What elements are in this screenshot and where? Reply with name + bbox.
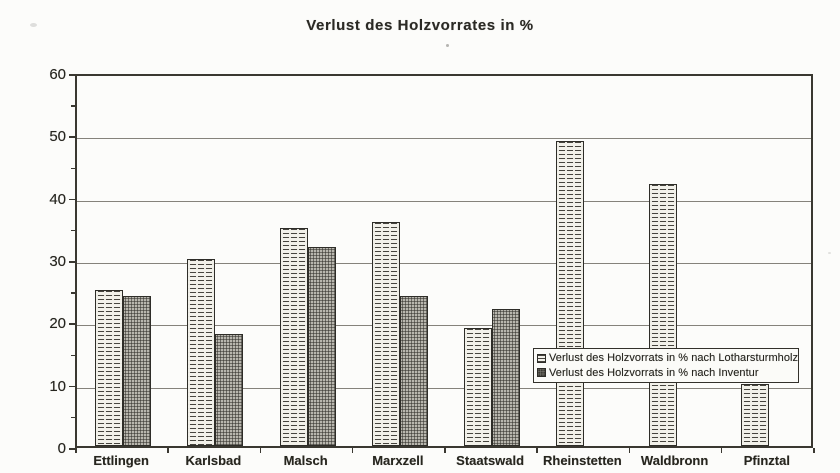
y-major-tick [69, 198, 75, 201]
y-tick-label-60: 60 [49, 66, 66, 83]
y-major-tick [69, 136, 75, 138]
gridline-20 [77, 325, 811, 327]
bar-marxzell-series0 [371, 221, 400, 446]
bar-pfinztal-series0 [740, 383, 769, 446]
y-minor-tick [71, 416, 75, 419]
bar-ettlingen-series0 [95, 290, 124, 446]
bar-karlsbad-series1 [215, 333, 244, 446]
y-major-tick [69, 261, 75, 263]
y-major-tick [69, 385, 75, 388]
y-tick-label-30: 30 [49, 253, 66, 270]
gridline-40 [77, 200, 811, 202]
x-tick-label-ettlingen: Ettlingen [93, 453, 149, 468]
y-major-tick [69, 74, 75, 76]
scan-speck [446, 44, 449, 47]
bar-karlsbad-series0 [187, 259, 216, 446]
y-minor-tick [71, 229, 75, 232]
x-tick-label-staatswald: Staatswald [456, 453, 525, 468]
x-tick-label-waldbronn: Waldbronn [640, 453, 709, 468]
legend: Verlust des Holzvorrats in % nach Lothar… [533, 348, 799, 383]
y-tick-label-20: 20 [49, 315, 66, 333]
y-minor-tick [71, 105, 75, 107]
bar-marxzell-series1 [399, 296, 428, 446]
x-boundary-tick [813, 448, 815, 453]
x-boundary-tick [720, 448, 723, 453]
bar-staatswald-series1 [492, 308, 521, 446]
bar-rheinstetten-series0 [556, 140, 585, 446]
x-tick-label-karlsbad: Karlsbad [185, 453, 242, 468]
x-boundary-tick [259, 448, 261, 453]
x-tick-label-rheinstetten: Rheinstetten [543, 453, 622, 468]
y-major-tick [69, 323, 75, 325]
x-boundary-tick [628, 448, 630, 453]
gridline-50 [77, 138, 811, 140]
y-tick-label-10: 10 [49, 377, 66, 395]
legend-item-lotharsturmholz: Verlust des Holzvorrats in % nach Lothar… [537, 351, 799, 365]
bar-malsch-series0 [279, 227, 308, 446]
x-tick-label-malsch: Malsch [283, 453, 328, 468]
y-tick-label-0: 0 [57, 440, 66, 457]
x-boundary-tick [167, 448, 169, 453]
legend-label-inventur: Verlust des Holzvorrats in % nach Invent… [549, 366, 759, 379]
x-boundary-tick [536, 448, 538, 453]
x-boundary-tick [75, 448, 77, 453]
x-boundary-tick [351, 448, 354, 453]
legend-swatch-lotharsturmholz-icon [537, 353, 546, 363]
x-tick-label-pfinztal: Pfinztal [743, 453, 790, 468]
chart-title: Verlust des Holzvorrates in % [306, 17, 534, 34]
bar-staatswald-series0 [464, 327, 493, 446]
scan-speck [30, 23, 37, 27]
y-minor-tick [71, 292, 75, 294]
legend-label-lotharsturmholz: Verlust des Holzvorrats in % nach Lothar… [549, 352, 799, 365]
y-major-tick [69, 448, 75, 450]
legend-swatch-inventur-icon [537, 368, 546, 378]
gridline-10 [77, 387, 811, 389]
plot-area [75, 74, 813, 448]
scan-speck [828, 252, 831, 254]
bar-malsch-series1 [307, 246, 336, 446]
y-tick-label-50: 50 [49, 128, 66, 146]
y-minor-tick [71, 354, 75, 356]
y-minor-tick [71, 167, 75, 169]
y-tick-label-40: 40 [49, 190, 66, 208]
x-tick-label-marxzell: Marxzell [372, 453, 424, 468]
bar-ettlingen-series1 [123, 296, 152, 446]
bar-waldbronn-series0 [648, 184, 677, 446]
x-boundary-tick [444, 448, 446, 453]
legend-item-inventur: Verlust des Holzvorrats in % nach Invent… [537, 366, 795, 380]
gridline-30 [77, 263, 811, 264]
